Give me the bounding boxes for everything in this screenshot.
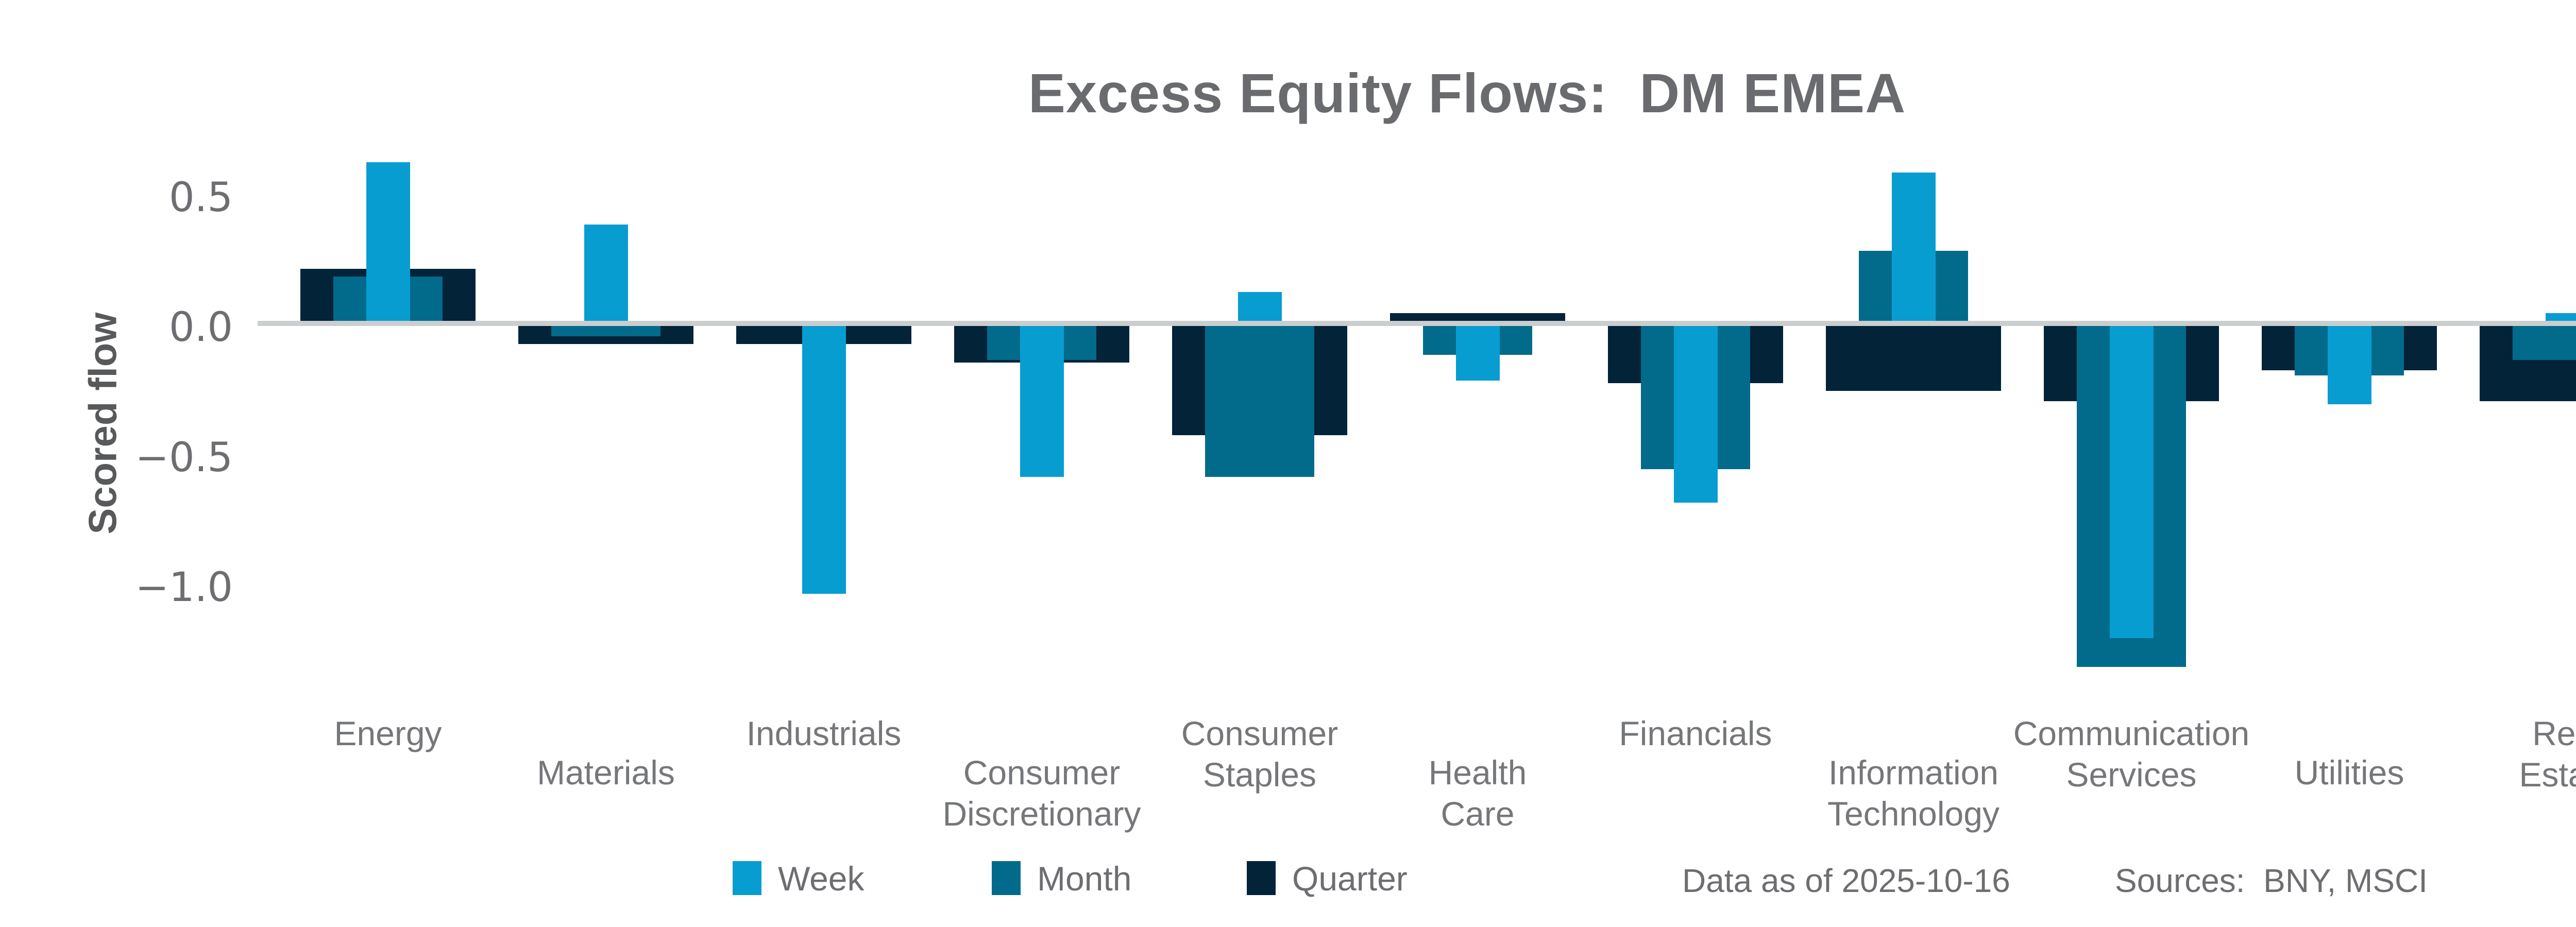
bar-materials-month [551,326,660,336]
x-axis-label-materials: Materials [537,753,675,792]
x-axis-label-financials: Financials [1619,714,1772,752]
bar-health-care-week [1456,326,1500,381]
bar-health-care-quarter [1390,313,1565,321]
bar-industrials-week [802,326,846,594]
legend-label-quarter: Quarter [1292,860,1408,898]
bar-communication-services-week [2110,326,2154,638]
bar-financials-week [1674,326,1718,503]
legend-label-month: Month [1037,860,1132,898]
x-axis-label-consumer-discretionary: Consumer Discretionary [942,753,1141,833]
bar-consumer-staples-month [1205,326,1314,477]
bar-information-technology-week [1892,173,1936,321]
x-axis-label-utilities: Utilities [2294,753,2404,792]
x-axis-label-industrials: Industrials [746,714,902,752]
y-tick-label-0.0: 0.0 [168,304,233,351]
sources-note: Sources: BNY, MSCI [2115,862,2428,899]
chart-title: Excess Equity Flows: DM EMEA [1028,62,1906,124]
data-as-of-note: Data as of 2025-10-16 [1682,862,2010,899]
x-axis-label-health-care: Health Care [1428,753,1527,833]
quarter-swatch-icon [1247,861,1276,895]
bar-consumer-staples-week [1238,292,1282,321]
zero-axis-line [258,321,2576,326]
y-tick-label-minus-1.0: −1.0 [135,564,233,611]
legend-label-week: Week [778,860,865,898]
bar-information-technology-quarter [1826,326,2001,391]
bar-materials-week [584,225,628,321]
bar-real-estate-month [2513,326,2576,360]
bar-real-estate-week [2546,313,2576,321]
week-swatch-icon [733,861,761,895]
x-axis-label-energy: Energy [334,714,442,752]
y-tick-label-0.5: 0.5 [168,174,233,221]
bar-consumer-discretionary-week [1020,326,1064,477]
x-axis-label-communication-services: Communication Services [2013,714,2250,794]
bar-utilities-week [2328,326,2371,404]
bar-energy-week [366,162,410,321]
x-axis-label-information-technology: Information Technology [1827,753,1999,833]
x-axis-label-consumer-staples: Consumer Staples [1181,714,1338,794]
y-tick-label-minus-0.5: −0.5 [135,434,233,481]
month-swatch-icon [992,861,1021,895]
x-axis-label-real-estate: Real Estate [2519,714,2576,794]
